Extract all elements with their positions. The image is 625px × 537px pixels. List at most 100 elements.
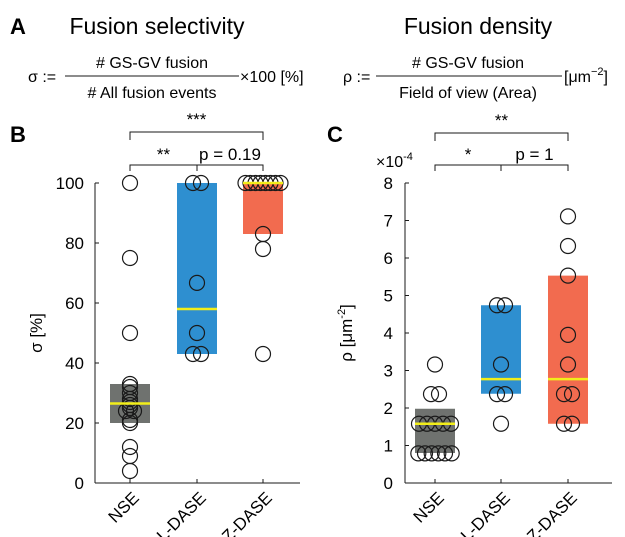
chart-c-point-z-dase (555, 415, 573, 432)
panel-a: A Fusion selectivity σ := # GS-GV fusion… (10, 13, 608, 102)
density-suffix-main: [μm (564, 69, 591, 86)
chart-c-ytick-label: 0 (384, 474, 393, 493)
chart-c-ylabel-sup: -2 (336, 309, 348, 319)
chart-c-xtick-label-z-dase: Z-DASE (523, 488, 581, 537)
density-lhs: ρ := (343, 69, 370, 86)
selectivity-denominator: # All fusion events (88, 85, 217, 102)
chart-b-point-nse (121, 438, 139, 456)
chart-c-sig-bracket (434, 132, 569, 141)
selectivity-title: Fusion selectivity (69, 13, 245, 39)
chart-c-ylabel: ρ [μm-2] (336, 304, 356, 362)
chart-c-point-nse (430, 386, 448, 403)
chart-c-ytick-label: 4 (384, 324, 393, 343)
chart-c-point-z-dase (563, 415, 581, 432)
chart-c-box-z-dase (548, 275, 588, 424)
chart-c-point-nse (416, 445, 434, 462)
chart-c-point-z-dase (559, 267, 577, 284)
chart-b-point-nse (121, 414, 139, 432)
chart-c-point-z-dase (559, 326, 577, 343)
density-suffix-end: ] (604, 69, 608, 86)
chart-c-point-nse (410, 445, 427, 462)
panel-letter-c: C (327, 122, 343, 147)
chart-c-xtick-label-nse: NSE (410, 488, 448, 526)
chart-c-point-nse (443, 445, 460, 462)
chart-c-point-z-dase (559, 356, 577, 373)
chart-c-ylabel-end: ] (337, 304, 356, 309)
chart-c-ytick-label: 3 (384, 362, 393, 381)
panel-letter-b: B (10, 122, 26, 147)
chart-b-xtick-label-z-dase: Z-DASE (218, 488, 276, 537)
chart-b-point-nse (121, 249, 139, 267)
chart-c-ytick-label: 8 (384, 174, 393, 193)
chart-c-point-nse (436, 445, 454, 462)
chart-b-xtick-label-nse: NSE (105, 488, 143, 526)
chart-c-sig-label: p = 1 (515, 145, 553, 164)
selectivity-lhs: σ := (28, 69, 56, 86)
chart-c-sig-label: * (465, 145, 472, 164)
chart-b-point-nse (121, 174, 139, 192)
chart-b-box-l-dase (177, 183, 217, 354)
chart-b-point-l-dase (184, 174, 202, 192)
chart-c-point-l-dase (488, 297, 506, 314)
density-numerator: # GS-GV fusion (412, 55, 524, 72)
chart-b-point-l-dase (192, 174, 210, 192)
chart-b-sig-label: ** (157, 145, 171, 164)
chart-c-point-nse (422, 386, 440, 403)
chart-c-exponent-sup: -4 (403, 151, 413, 163)
chart-b-point-nse (121, 324, 139, 342)
chart-b-point-l-dase (184, 345, 202, 363)
chart-c-point-l-dase (496, 386, 514, 403)
chart-b-ytick-label: 100 (56, 174, 84, 193)
chart-b-sig-label: p = 0.19 (199, 145, 261, 164)
chart-c-point-l-dase (496, 297, 514, 314)
chart-b-ytick-label: 0 (75, 474, 84, 493)
chart-c-ytick-label: 2 (384, 399, 393, 418)
chart-c-point-l-dase (488, 386, 506, 403)
density-formula: Fusion density ρ := # GS-GV fusion Field… (343, 13, 608, 102)
chart-c-sig-bracket (500, 164, 569, 171)
chart-c-point-nse (426, 356, 444, 373)
chart-c-xtick-label-l-dase: L-DASE (457, 488, 514, 537)
chart-c-point-z-dase (559, 208, 577, 225)
density-suffix: [μm−2] (564, 66, 608, 86)
chart-b-sig-label: *** (187, 110, 207, 129)
chart-b-point-l-dase (188, 324, 206, 342)
density-denominator: Field of view (Area) (399, 85, 537, 102)
chart-c-ytick-label: 7 (384, 212, 393, 231)
chart-c-sig-bracket (434, 164, 502, 171)
chart-c-point-z-dase (559, 237, 577, 255)
selectivity-suffix: ×100 [%] (240, 69, 304, 86)
chart-b-point-l-dase (192, 345, 210, 363)
chart-b-ytick-label: 60 (65, 294, 84, 313)
chart-b-sig-bracket (129, 164, 198, 171)
chart-b-ylabel: σ [%] (27, 313, 46, 353)
density-suffix-sup: −2 (591, 66, 604, 78)
chart-b-sig-bracket (129, 131, 264, 140)
chart-c-ytick-label: 6 (384, 249, 393, 268)
chart-c: ρ [μm-2] ×10-4 0 1 2 3 4 5 6 7 8 NSE L-DASE Z-DASE *… (336, 111, 612, 537)
chart-c-box-l-dase (481, 305, 521, 394)
density-title: Fusion density (404, 13, 553, 39)
selectivity-formula: Fusion selectivity σ := # GS-GV fusion #… (28, 13, 304, 102)
chart-c-point-l-dase (492, 415, 510, 432)
chart-c-ytick-label: 1 (384, 437, 393, 456)
chart-c-point-z-dase (555, 386, 573, 403)
chart-c-point-nse (423, 445, 440, 462)
chart-b-point-nse (121, 447, 139, 465)
chart-c-exponent-prefix: ×10 (376, 154, 403, 171)
chart-b-point-l-dase (188, 274, 206, 291)
chart-b-sig-bracket (196, 164, 264, 171)
chart-b-ytick-label: 40 (65, 354, 84, 373)
chart-c-point-z-dase (563, 386, 581, 403)
chart-b-xtick-label-l-dase: L-DASE (153, 488, 210, 537)
chart-c-ylabel-main: ρ [μm (337, 319, 356, 362)
chart-b-point-nse (121, 462, 139, 480)
chart-b-point-z-dase (254, 240, 272, 258)
selectivity-numerator: # GS-GV fusion (96, 55, 208, 72)
chart-c-exponent: ×10-4 (376, 151, 413, 171)
panel-letter-a: A (10, 14, 26, 39)
chart-b-box-z-dase (243, 183, 283, 234)
chart-c-sig-label: ** (495, 111, 509, 130)
